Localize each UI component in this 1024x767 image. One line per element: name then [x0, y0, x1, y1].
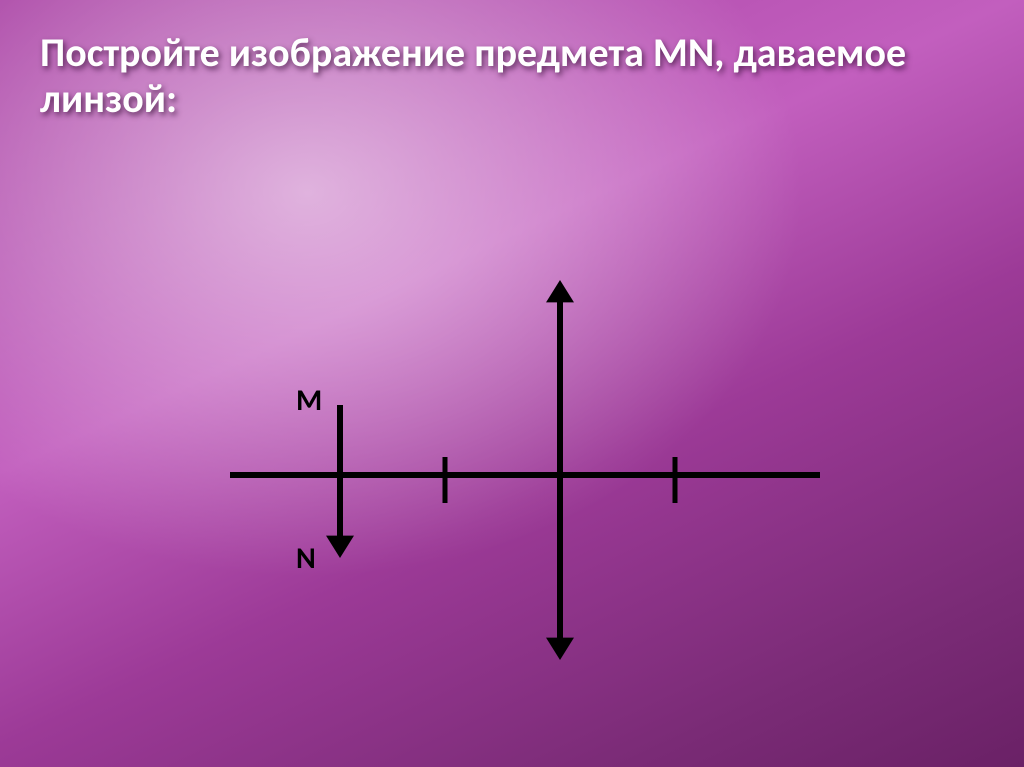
slide-title: Постройте изображение предмета MN, давае… — [40, 30, 984, 122]
slide-background: Постройте изображение предмета MN, давае… — [0, 0, 1024, 767]
object-n-arrow-icon — [326, 536, 354, 558]
lens-arrow-up-icon — [546, 280, 574, 302]
label-m: M — [296, 382, 322, 419]
optics-diagram: MN — [180, 240, 880, 700]
lens-arrow-down-icon — [546, 638, 574, 660]
label-n: N — [296, 540, 316, 577]
